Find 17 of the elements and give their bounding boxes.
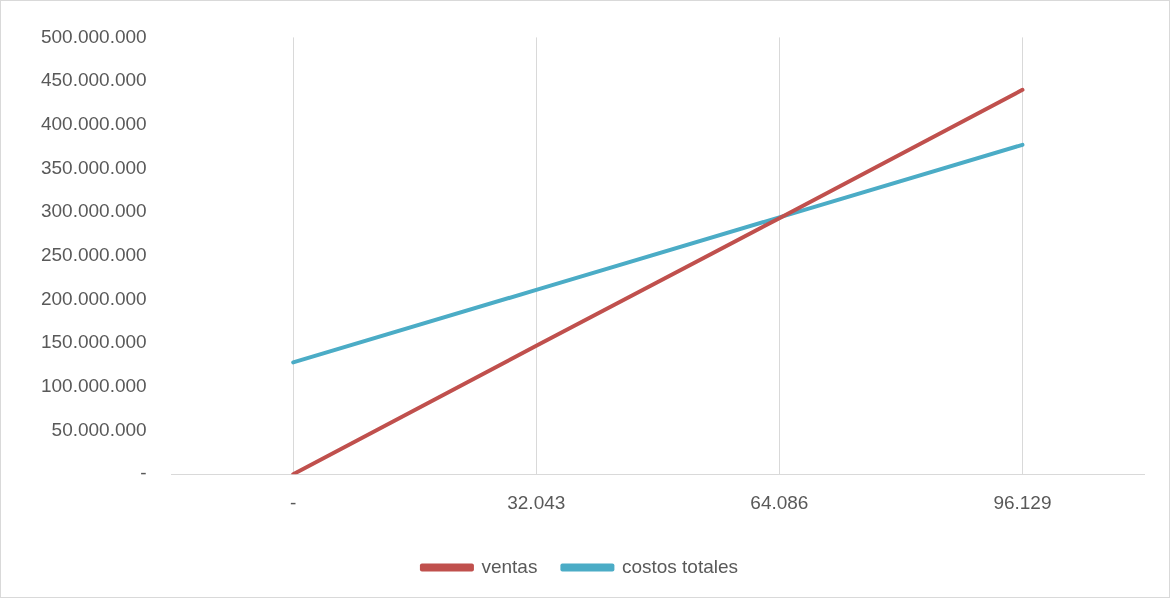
y-tick-label: 100.000.000 [40,375,147,397]
y-tick-label: 400.000.000 [40,112,147,134]
x-tick-label: 96.129 [993,491,1052,513]
x-tick-label: 64.086 [750,491,809,513]
y-tick-label: 300.000.000 [40,200,147,222]
y-tick-label: 50.000.000 [51,418,147,440]
x-tick-label: - [290,491,297,513]
x-tick-label: 32.043 [507,491,566,513]
legend-label: costos totales [621,555,739,577]
y-tick-label: - [140,462,147,484]
y-tick-label: 150.000.000 [40,331,147,353]
y-tick-label: 500.000.000 [40,25,147,47]
y-tick-label: 200.000.000 [40,287,147,309]
y-tick-label: 350.000.000 [40,156,147,178]
y-tick-label: 450.000.000 [40,69,147,91]
legend-label: ventas [481,555,538,577]
y-tick-label: 250.000.000 [40,244,147,266]
